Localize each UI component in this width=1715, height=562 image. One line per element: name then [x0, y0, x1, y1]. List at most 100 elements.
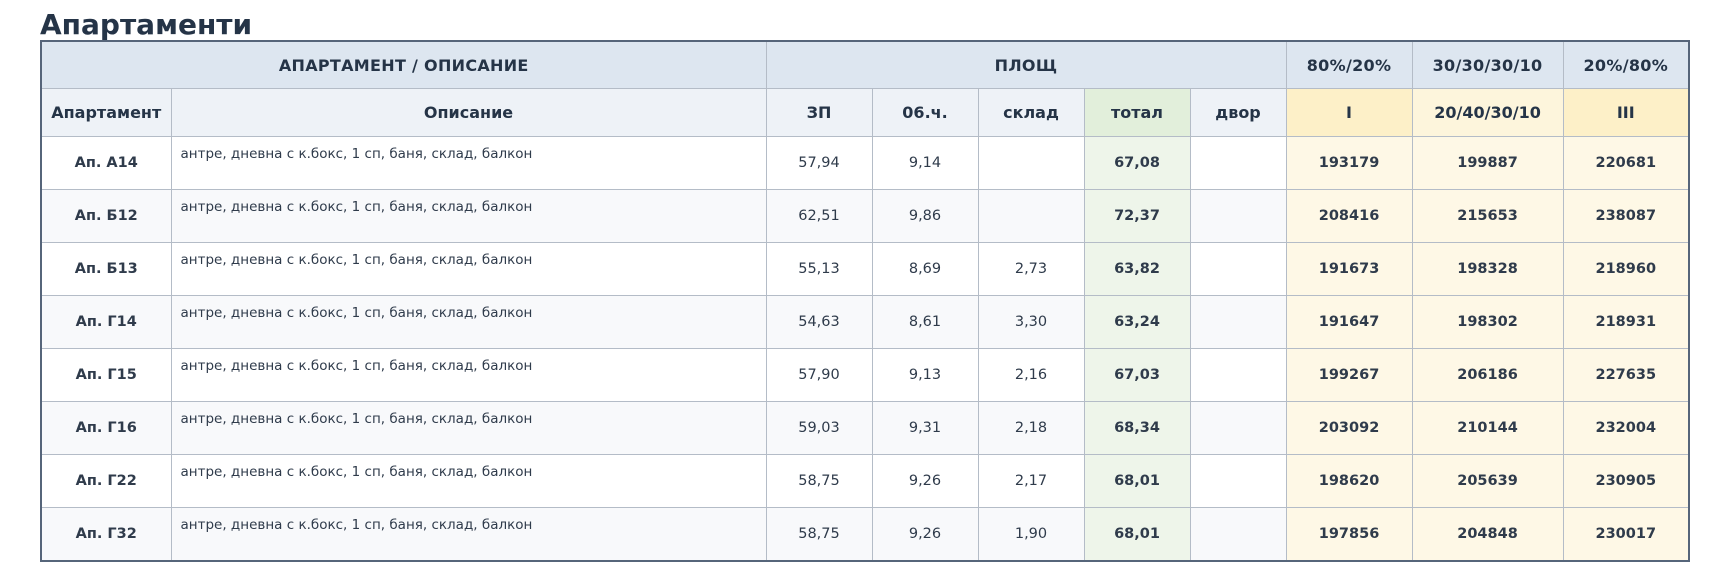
cell-total: 72,37	[1083, 189, 1191, 243]
column-header-total: тотал	[1083, 88, 1191, 137]
group-header-plan-20-80: 20%/80%	[1562, 40, 1690, 89]
table-row: Ап. Г22 антре, дневна с к.бокс, 1 сп, бан…	[40, 454, 1690, 508]
cell-storage: 2,18	[977, 401, 1085, 455]
cell-yard	[1189, 348, 1287, 402]
cell-storage: 2,73	[977, 242, 1085, 296]
table-body: Ап. А14 антре, дневна с к.бокс, 1 сп, бан…	[40, 136, 1690, 562]
cell-price-3: 230905	[1562, 454, 1690, 508]
table-row: Ап. Г14 антре, дневна с к.бокс, 1 сп, бан…	[40, 295, 1690, 349]
cell-total: 67,08	[1083, 136, 1191, 190]
cell-description: антре, дневна с к.бокс, 1 сп, баня, скла…	[170, 189, 767, 243]
cell-price-3: 230017	[1562, 507, 1690, 562]
cell-description: антре, дневна с к.бокс, 1 сп, баня, скла…	[170, 242, 767, 296]
cell-total: 63,24	[1083, 295, 1191, 349]
cell-yard	[1189, 507, 1287, 562]
cell-price-2: 204848	[1411, 507, 1564, 562]
cell-yard	[1189, 136, 1287, 190]
column-header-apartment: Апартамент	[40, 88, 172, 137]
cell-apartment: Ап. Г14	[40, 295, 172, 349]
cell-apartment: Ап. Б13	[40, 242, 172, 296]
cell-price-3: 232004	[1562, 401, 1690, 455]
column-header-price-1: I	[1285, 88, 1413, 137]
cell-price-3: 218931	[1562, 295, 1690, 349]
cell-yard	[1189, 189, 1287, 243]
cell-price-2: 210144	[1411, 401, 1564, 455]
cell-storage: 3,30	[977, 295, 1085, 349]
group-header-area: ПЛОЩ	[765, 40, 1287, 89]
cell-zp: 58,75	[765, 507, 873, 562]
cell-storage: 2,16	[977, 348, 1085, 402]
cell-total: 67,03	[1083, 348, 1191, 402]
cell-common-parts: 9,26	[871, 507, 979, 562]
cell-zp: 55,13	[765, 242, 873, 296]
cell-price-2: 198328	[1411, 242, 1564, 296]
column-header-zp: ЗП	[765, 88, 873, 137]
cell-storage: 1,90	[977, 507, 1085, 562]
cell-total: 68,01	[1083, 454, 1191, 508]
group-header-row: АПАРТАМЕНТ / ОПИСАНИЕ ПЛОЩ 80%/20% 30/30…	[40, 40, 1690, 89]
cell-yard	[1189, 454, 1287, 508]
cell-yard	[1189, 295, 1287, 349]
cell-price-1: 197856	[1285, 507, 1413, 562]
cell-common-parts: 9,13	[871, 348, 979, 402]
column-header-price-2: 20/40/30/10	[1411, 88, 1564, 137]
cell-price-2: 205639	[1411, 454, 1564, 508]
cell-price-3: 227635	[1562, 348, 1690, 402]
cell-total: 68,34	[1083, 401, 1191, 455]
table-row: Ап. Г16 антре, дневна с к.бокс, 1 сп, бан…	[40, 401, 1690, 455]
cell-zp: 57,94	[765, 136, 873, 190]
cell-total: 68,01	[1083, 507, 1191, 562]
cell-storage	[977, 189, 1085, 243]
cell-storage	[977, 136, 1085, 190]
cell-price-1: 191673	[1285, 242, 1413, 296]
cell-apartment: Ап. Б12	[40, 189, 172, 243]
cell-price-1: 198620	[1285, 454, 1413, 508]
cell-common-parts: 8,69	[871, 242, 979, 296]
cell-description: антре, дневна с к.бокс, 1 сп, баня, скла…	[170, 401, 767, 455]
column-header-common-parts: 06.ч.	[871, 88, 979, 137]
table-row: Ап. Г15 антре, дневна с к.бокс, 1 сп, бан…	[40, 348, 1690, 402]
cell-price-3: 220681	[1562, 136, 1690, 190]
cell-apartment: Ап. Г16	[40, 401, 172, 455]
cell-apartment: Ап. Г32	[40, 507, 172, 562]
cell-zp: 62,51	[765, 189, 873, 243]
cell-common-parts: 9,86	[871, 189, 979, 243]
cell-apartment: Ап. Г15	[40, 348, 172, 402]
cell-zp: 58,75	[765, 454, 873, 508]
page-title: Апартаменти	[40, 8, 253, 41]
cell-apartment: Ап. А14	[40, 136, 172, 190]
cell-zp: 54,63	[765, 295, 873, 349]
table-row: Ап. А14 антре, дневна с к.бокс, 1 сп, бан…	[40, 136, 1690, 190]
table-row: Ап. Б13 антре, дневна с к.бокс, 1 сп, бан…	[40, 242, 1690, 296]
cell-zp: 59,03	[765, 401, 873, 455]
cell-zp: 57,90	[765, 348, 873, 402]
cell-description: антре, дневна с к.бокс, 1 сп, баня, скла…	[170, 507, 767, 562]
cell-price-1: 199267	[1285, 348, 1413, 402]
cell-yard	[1189, 401, 1287, 455]
group-header-plan-30-30-30-10: 30/30/30/10	[1411, 40, 1564, 89]
cell-price-2: 198302	[1411, 295, 1564, 349]
column-header-row: Апартамент Описание ЗП 06.ч. склад тотал…	[40, 88, 1690, 137]
column-header-yard: двор	[1189, 88, 1287, 137]
cell-description: антре, дневна с к.бокс, 1 сп, баня, скла…	[170, 295, 767, 349]
cell-yard	[1189, 242, 1287, 296]
column-header-description: Описание	[170, 88, 767, 137]
cell-price-3: 238087	[1562, 189, 1690, 243]
cell-price-1: 193179	[1285, 136, 1413, 190]
cell-storage: 2,17	[977, 454, 1085, 508]
column-header-price-3: III	[1562, 88, 1690, 137]
cell-price-2: 215653	[1411, 189, 1564, 243]
cell-price-1: 203092	[1285, 401, 1413, 455]
cell-price-1: 191647	[1285, 295, 1413, 349]
cell-description: антре, дневна с к.бокс, 1 сп, баня, скла…	[170, 136, 767, 190]
cell-description: антре, дневна с к.бокс, 1 сп, баня, скла…	[170, 454, 767, 508]
cell-common-parts: 9,14	[871, 136, 979, 190]
group-header-plan-80-20: 80%/20%	[1285, 40, 1413, 89]
table-row: Ап. Б12 антре, дневна с к.бокс, 1 сп, бан…	[40, 189, 1690, 243]
column-header-storage: склад	[977, 88, 1085, 137]
cell-common-parts: 8,61	[871, 295, 979, 349]
table-row: Ап. Г32 антре, дневна с к.бокс, 1 сп, бан…	[40, 507, 1690, 562]
cell-apartment: Ап. Г22	[40, 454, 172, 508]
cell-price-2: 199887	[1411, 136, 1564, 190]
cell-common-parts: 9,31	[871, 401, 979, 455]
